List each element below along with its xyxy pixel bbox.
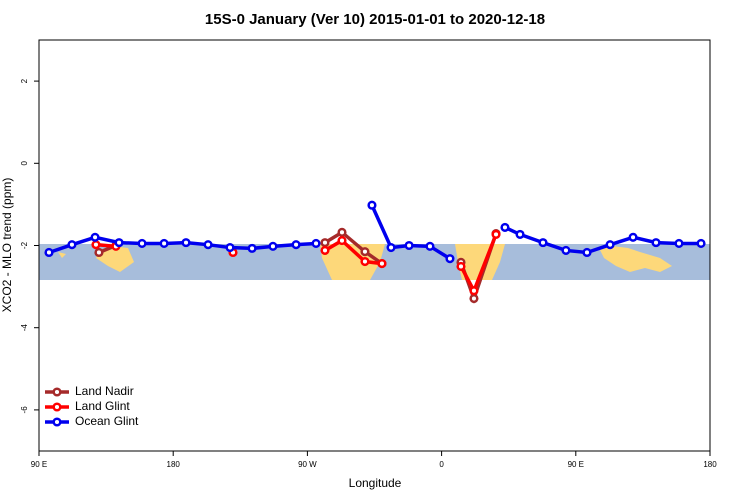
y-axis-label: XCO2 - MLO trend (ppm)	[0, 178, 14, 313]
point	[337, 227, 347, 237]
point	[203, 240, 213, 250]
point	[674, 238, 684, 248]
point	[247, 243, 257, 253]
point	[94, 247, 104, 258]
legend-label: Land Glint	[75, 399, 130, 413]
point	[491, 229, 501, 239]
legend-marker	[52, 417, 62, 427]
point	[311, 238, 321, 248]
point	[445, 254, 455, 264]
point	[456, 261, 466, 272]
y-tick-label: 0	[20, 161, 29, 166]
point	[360, 256, 370, 267]
point	[582, 247, 592, 258]
legend-label: Ocean Glint	[75, 414, 139, 428]
point	[605, 240, 615, 250]
point	[337, 236, 347, 246]
y-tick-label: -6	[20, 406, 29, 414]
point	[91, 240, 101, 250]
point	[159, 238, 169, 248]
point	[469, 293, 479, 304]
y-tick-label: -2	[20, 241, 29, 249]
point	[90, 232, 100, 242]
point	[181, 238, 191, 248]
point	[225, 243, 235, 253]
x-tick-label: 180	[703, 460, 717, 469]
point	[137, 238, 147, 248]
point	[367, 200, 377, 210]
point	[360, 247, 370, 257]
x-tick-label: 90 W	[298, 460, 317, 469]
point	[320, 245, 330, 255]
legend-marker	[52, 402, 62, 412]
point	[696, 238, 706, 248]
point	[651, 238, 661, 248]
legend-label: Land Nadir	[75, 384, 134, 398]
point	[538, 238, 548, 248]
x-tick-label: 90 E	[568, 460, 584, 469]
x-axis-label: Longitude	[349, 476, 402, 490]
point	[320, 238, 330, 248]
point	[425, 241, 435, 251]
point	[515, 229, 525, 239]
point	[377, 259, 387, 269]
point	[67, 240, 77, 250]
point	[628, 232, 638, 242]
point	[114, 238, 124, 248]
point	[44, 247, 54, 258]
point	[404, 240, 414, 251]
x-tick-label: 180	[167, 460, 181, 469]
y-tick-label: 2	[20, 78, 29, 83]
y-tick-label: -4	[20, 324, 29, 332]
point	[500, 222, 510, 232]
x-tick-label: 0	[439, 460, 444, 469]
legend-marker	[52, 387, 62, 397]
point	[291, 240, 301, 250]
point	[268, 241, 278, 251]
point	[386, 243, 396, 253]
point	[469, 286, 479, 296]
point	[561, 245, 571, 255]
x-tick-label: 90 E	[31, 460, 47, 469]
chart-title: 15S-0 January (Ver 10) 2015-01-01 to 202…	[205, 11, 545, 28]
